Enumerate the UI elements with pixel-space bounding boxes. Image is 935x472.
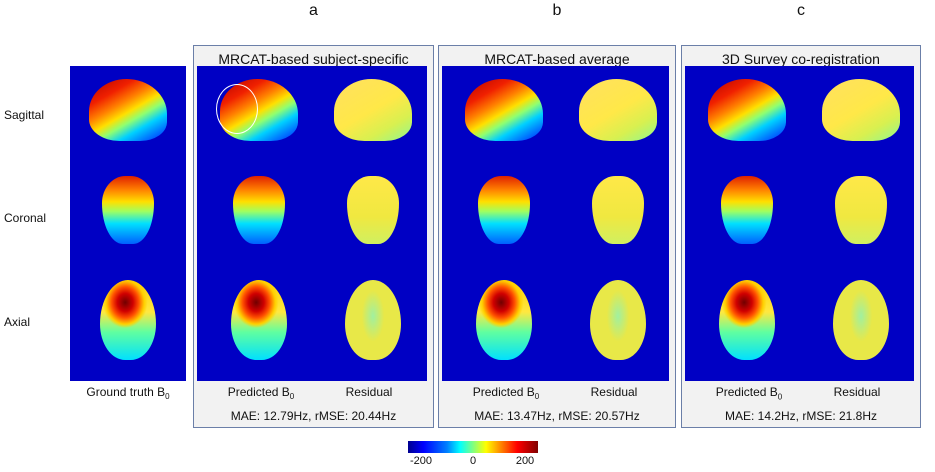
panel-c: c3D Survey co-registrationbased B0 predi… — [681, 2, 921, 428]
colorbar — [408, 441, 538, 453]
colorbar-tick-label: 200 — [515, 455, 535, 467]
highlight-circle — [216, 84, 258, 134]
subscript: 0 — [777, 392, 783, 402]
predicted-text: Predicted B — [227, 385, 290, 399]
metrics-text: MAE: 14.2Hz, rMSE: 21.8Hz — [724, 409, 878, 423]
residual-cor-brain-map — [835, 176, 887, 244]
metrics-text: MAE: 13.47Hz, rMSE: 20.57Hz — [474, 409, 640, 423]
title-line1: MRCAT-based average — [484, 51, 630, 67]
ax-brain-map — [231, 280, 287, 360]
predicted-label: Predicted B0 — [206, 385, 316, 401]
sag-brain-map — [89, 79, 167, 141]
colorbar-tick-label: -200 — [409, 455, 433, 467]
subscript: 0 — [289, 392, 295, 402]
sag-brain-map — [465, 79, 543, 141]
cor-brain-map — [102, 176, 154, 244]
subscript: 0 — [534, 392, 540, 402]
cor-brain-map — [721, 176, 773, 244]
residual-label: Residual — [345, 385, 393, 399]
field-image — [197, 66, 427, 381]
ground-truth-label-text: Ground truth B — [86, 385, 166, 399]
metrics-text: MAE: 12.79Hz, rMSE: 20.44Hz — [230, 409, 397, 423]
residual-ax-brain-map — [833, 280, 889, 360]
row-label-axial: Axial — [4, 315, 31, 329]
ground-truth-label: Ground truth B0 — [70, 385, 186, 401]
residual-sag-brain-map — [579, 79, 657, 141]
panel-letter: b — [552, 2, 562, 19]
residual-cor-brain-map — [592, 176, 644, 244]
panel-letter: c — [797, 2, 805, 19]
residual-sag-brain-map — [334, 79, 412, 141]
title-line1: 3D Survey co-registration — [722, 51, 880, 67]
ax-brain-map — [476, 280, 532, 360]
residual-label: Residual — [590, 385, 638, 399]
subscript: 0 — [165, 392, 170, 402]
ground-truth-image — [70, 66, 186, 381]
predicted-label: Predicted B0 — [694, 385, 804, 401]
colorbar-tick-label: 0 — [469, 455, 477, 467]
cor-brain-map — [478, 176, 530, 244]
residual-cor-brain-map — [347, 176, 399, 244]
cor-brain-map — [233, 176, 285, 244]
predicted-label: Predicted B0 — [451, 385, 561, 401]
title-line1: MRCAT-based subject-specific — [218, 51, 409, 67]
field-image — [685, 66, 914, 381]
residual-ax-brain-map — [345, 280, 401, 360]
residual-sag-brain-map — [822, 79, 900, 141]
sag-brain-map — [708, 79, 786, 141]
row-label-coronal: Coronal — [4, 211, 47, 225]
residual-ax-brain-map — [590, 280, 646, 360]
ax-brain-map — [719, 280, 775, 360]
ax-brain-map — [100, 280, 156, 360]
panel-letter: a — [309, 2, 318, 19]
field-image — [442, 66, 669, 381]
row-label-sagittal: Sagittal — [4, 108, 45, 122]
predicted-text: Predicted B — [472, 385, 535, 399]
residual-label: Residual — [833, 385, 881, 399]
predicted-text: Predicted B — [715, 385, 778, 399]
